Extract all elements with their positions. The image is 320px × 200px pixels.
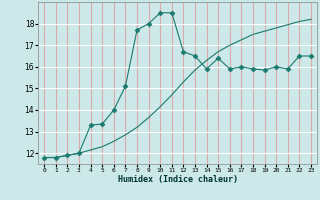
X-axis label: Humidex (Indice chaleur): Humidex (Indice chaleur) <box>118 175 238 184</box>
